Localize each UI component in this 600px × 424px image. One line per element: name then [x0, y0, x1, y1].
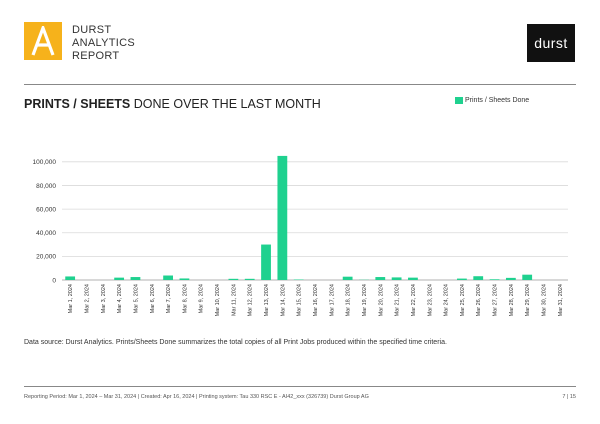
x-tick-label: Mar 29, 2024 — [525, 284, 531, 316]
x-tick-label: Mar 19, 2024 — [362, 284, 368, 316]
x-tick-label: Mar 3, 2024 — [101, 284, 107, 313]
x-tick-label: Mar 20, 2024 — [378, 284, 384, 316]
brand-line-2: ANALYTICS — [72, 37, 136, 49]
legend-label: Prints / Sheets Done — [465, 97, 530, 104]
x-tick-label: Mar 17, 2024 — [329, 284, 335, 316]
bar[interactable] — [408, 277, 418, 280]
bar[interactable] — [375, 277, 386, 280]
bar[interactable] — [65, 276, 76, 280]
x-tick-label: Mar 18, 2024 — [346, 284, 352, 316]
x-tick-label: Mar 10, 2024 — [215, 284, 221, 316]
y-tick-label: 40,000 — [36, 230, 56, 237]
x-tick-label: Mar 15, 2024 — [297, 284, 303, 316]
x-tick-label: Mar 14, 2024 — [280, 284, 286, 316]
x-tick-label: Mar 22, 2024 — [411, 284, 417, 316]
y-tick-label: 100,000 — [33, 159, 57, 166]
x-tick-label: Mar 12, 2024 — [248, 284, 254, 316]
x-tick-label: Mar 6, 2024 — [150, 284, 156, 313]
bar[interactable] — [114, 277, 125, 280]
bar[interactable] — [163, 275, 173, 280]
footer-info: Reporting Period: Mar 1, 2024 – Mar 31, … — [24, 394, 369, 400]
footer-divider — [24, 386, 576, 387]
bar[interactable] — [391, 277, 402, 280]
x-tick-label: Mar 11, 2024 — [231, 284, 237, 316]
chart-title-rest: DONE OVER THE LAST MONTH — [133, 97, 321, 111]
bar[interactable] — [342, 276, 353, 280]
bar[interactable] — [473, 276, 484, 280]
bar[interactable] — [130, 277, 141, 280]
x-tick-label: Mar 28, 2024 — [509, 284, 515, 316]
x-tick-label: Mar 13, 2024 — [264, 284, 270, 316]
x-tick-label: Mar 5, 2024 — [133, 284, 139, 313]
bar[interactable] — [261, 244, 271, 280]
x-tick-label: Mar 2, 2024 — [84, 284, 90, 313]
x-tick-label: Mar 27, 2024 — [493, 284, 499, 316]
x-tick-label: Mar 16, 2024 — [313, 284, 319, 316]
bar[interactable] — [505, 277, 516, 280]
durst-logo: durst — [527, 24, 575, 62]
x-tick-label: Mar 25, 2024 — [460, 284, 466, 316]
x-tick-label: Mar 8, 2024 — [182, 284, 188, 313]
bar[interactable] — [179, 278, 190, 280]
brand-line-1: DURST — [72, 24, 112, 36]
y-tick-label: 0 — [52, 277, 56, 284]
bar[interactable] — [277, 155, 288, 280]
x-tick-label: Mar 26, 2024 — [476, 284, 482, 316]
x-tick-label: Mar 4, 2024 — [117, 284, 123, 313]
analytics-logo — [24, 22, 62, 60]
y-tick-label: 20,000 — [36, 254, 56, 261]
data-source-note: Data source: Durst Analytics. Prints/She… — [24, 339, 447, 346]
x-tick-label: Mar 7, 2024 — [166, 284, 172, 313]
x-tick-label: Mar 9, 2024 — [199, 284, 205, 313]
y-tick-label: 60,000 — [36, 206, 56, 213]
y-tick-label: 80,000 — [36, 183, 56, 190]
header-divider — [24, 84, 576, 85]
chart-legend[interactable]: Prints / Sheets Done — [455, 97, 529, 104]
legend-swatch — [455, 97, 463, 104]
x-tick-label: Mar 24, 2024 — [444, 284, 450, 316]
bar-chart: 0 20,000 40,000 60,000 80,000 100,000 Mar 1, 2… — [33, 155, 568, 316]
bar[interactable] — [489, 279, 500, 280]
x-tick-label: Mar 30, 2024 — [542, 284, 548, 316]
brand-title: DURST ANALYTICS REPORT — [72, 24, 135, 63]
x-tick-label: Mar 1, 2024 — [68, 284, 74, 313]
logo-a-icon — [31, 26, 55, 56]
bar[interactable] — [457, 278, 467, 280]
x-tick-label: Mar 23, 2024 — [427, 284, 433, 316]
bar[interactable] — [228, 278, 239, 280]
chart-title-bold: PRINTS / SHEETS — [24, 97, 131, 111]
bar[interactable] — [522, 274, 533, 280]
x-tick-label: Mar 31, 2024 — [558, 284, 564, 316]
brand-line-3: REPORT — [72, 50, 120, 62]
chart-title: PRINTS / SHEETS DONE OVER THE LAST MONTH — [24, 97, 321, 111]
x-tick-label: Mar 21, 2024 — [395, 284, 401, 316]
bar[interactable] — [244, 278, 255, 280]
page-number: 7 | 15 — [562, 394, 576, 400]
